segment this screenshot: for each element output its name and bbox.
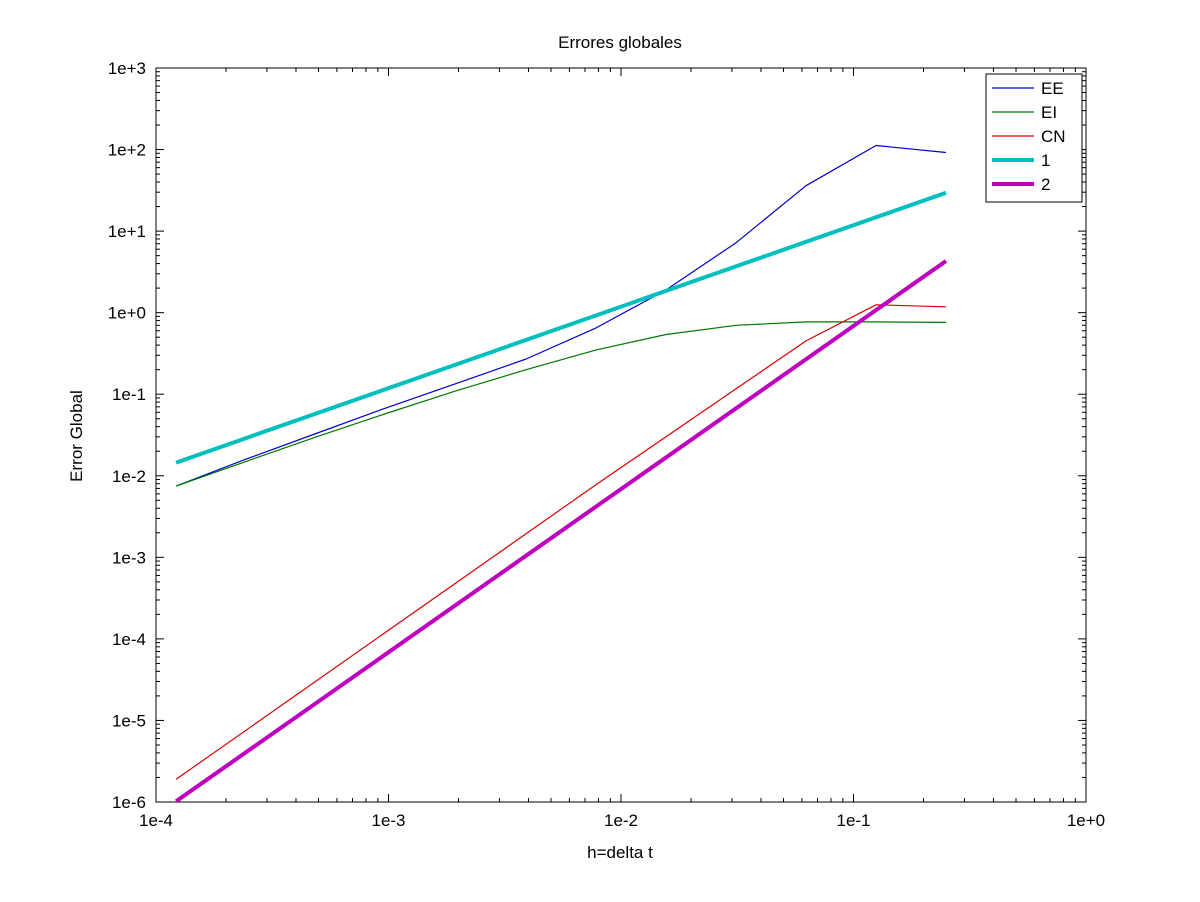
- y-axis-label: Error Global: [67, 390, 86, 482]
- legend: EE EI CN 1 2: [985, 73, 1083, 203]
- y-tick-label: 1e+1: [108, 222, 146, 241]
- y-tick-label: 1e-5: [112, 711, 146, 730]
- legend-label-2: 2: [1041, 175, 1050, 194]
- chart-title: Errores globales: [558, 33, 682, 52]
- legend-label-1: 1: [1041, 151, 1050, 170]
- x-axis-label: h=delta t: [587, 843, 653, 862]
- y-tick-label: 1e+0: [108, 304, 146, 323]
- x-tick-label: 1e-2: [604, 811, 638, 830]
- legend-label-CN: CN: [1041, 127, 1066, 146]
- series-line-EE: [175, 144, 947, 487]
- legend-box: [985, 73, 1083, 203]
- y-tick-label: 1e-6: [112, 793, 146, 812]
- y-tick-label: 1e+2: [108, 141, 146, 160]
- axis-ticks: [155, 67, 1087, 803]
- y-tick-label: 1e-2: [112, 467, 146, 486]
- series-lines: [174, 144, 948, 802]
- y-tick-label: 1e-1: [112, 385, 146, 404]
- legend-label-EE: EE: [1041, 79, 1064, 98]
- legend-label-EI: EI: [1041, 103, 1057, 122]
- series-line-CN: [175, 304, 947, 780]
- tick-labels: 1e-4 1e-3 1e-2 1e-1 1e+0 1e-6 1e-5 1e-4 1e-3 1e-2…: [108, 59, 1105, 830]
- y-tick-label: 1e-4: [112, 630, 146, 649]
- x-tick-label: 1e-3: [371, 811, 405, 830]
- x-tick-label: 1e-1: [836, 811, 870, 830]
- series-line-EI: [175, 321, 947, 487]
- y-tick-label: 1e+3: [108, 59, 146, 78]
- series-line-1: [175, 190, 947, 465]
- plot-area: 1e-4 1e-3 1e-2 1e-1 1e+0 1e-6 1e-5 1e-4 1e-3 1e-2…: [108, 59, 1105, 830]
- axes-frame: [155, 67, 1087, 803]
- series-line-2: [174, 259, 948, 802]
- x-tick-label: 1e+0: [1067, 811, 1105, 830]
- x-tick-label: 1e-4: [139, 811, 173, 830]
- y-tick-label: 1e-3: [112, 548, 146, 567]
